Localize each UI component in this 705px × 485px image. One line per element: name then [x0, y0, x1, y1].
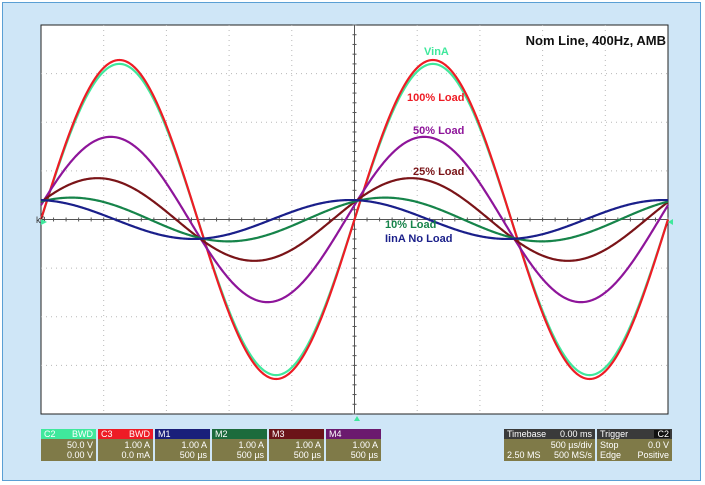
- channel-id: M3: [272, 429, 285, 439]
- channel-offset: 0.0 mA: [121, 450, 150, 460]
- channel-head: [155, 429, 210, 439]
- series-label-25-load: 25% Load: [413, 166, 464, 178]
- trace-100-load: [39, 58, 670, 381]
- channel-offset: 0.00 V: [67, 450, 93, 460]
- channel-readout-m4[interactable]: M4 1.00 A 500 µs: [326, 429, 381, 461]
- channel-head: [269, 429, 324, 439]
- ground-level-marker: [41, 219, 47, 225]
- trigger-level-marker: [668, 219, 673, 225]
- series-label-vina: VinA: [424, 46, 449, 58]
- channel-id: C3: [101, 429, 113, 439]
- timebase-per-div: 500 µs/div: [551, 440, 593, 450]
- channel-readout-m3[interactable]: M3 1.00 A 500 µs: [269, 429, 324, 461]
- timebase-readout[interactable]: Timebase 0.00 ms 500 µs/div 2.50 MS 500 …: [504, 429, 595, 461]
- channel-id: C2: [44, 429, 56, 439]
- trace-10-load: [40, 196, 669, 243]
- channel-body: [98, 439, 153, 461]
- channel-scale: 50.0 V: [67, 440, 93, 450]
- channel-flags: BWD: [72, 429, 93, 439]
- trigger-position-marker: [354, 416, 360, 421]
- channel-scale: 1.00 A: [124, 440, 150, 450]
- channel-body: [269, 439, 324, 461]
- channel-timebase: 500 µs: [351, 450, 379, 460]
- channel-timebase: 500 µs: [237, 450, 265, 460]
- channel-head: [41, 429, 96, 439]
- trigger-readout[interactable]: Trigger C2 Stop 0.0 V Edge Positive: [597, 429, 672, 461]
- chart-title: Nom Line, 400Hz, AMB: [526, 33, 666, 48]
- channel-readout-m2[interactable]: M2 1.00 A 500 µs: [212, 429, 267, 461]
- channel-readout-c2[interactable]: C2 BWD 50.0 V 0.00 V: [41, 429, 96, 461]
- channel-readout-m1[interactable]: M1 1.00 A 500 µs: [155, 429, 210, 461]
- timebase-body: [504, 439, 595, 461]
- trigger-channel-badge: [654, 430, 670, 438]
- timebase-samples: 2.50 MS: [507, 450, 541, 460]
- series-label-50-load: 50% Load: [413, 125, 464, 137]
- channel-timebase: 500 µs: [294, 450, 322, 460]
- channel-scale: 1.00 A: [352, 440, 378, 450]
- trigger-type: Edge: [600, 450, 621, 460]
- channel-body: [155, 439, 210, 461]
- channel-body: [326, 439, 381, 461]
- channel-scale: 1.00 A: [295, 440, 321, 450]
- traces: [39, 58, 670, 381]
- channel-body: [41, 439, 96, 461]
- channel-readout-c3[interactable]: C3 BWD 1.00 A 0.0 mA: [98, 429, 153, 461]
- timebase-rate: 500 MS/s: [554, 450, 593, 460]
- channel-head: [212, 429, 267, 439]
- trigger-label: Trigger: [600, 429, 628, 439]
- channel-id: M4: [329, 429, 342, 439]
- channel-scale: 1.00 A: [181, 440, 207, 450]
- trigger-head: [597, 429, 672, 439]
- series-label-10-load: 10% Load: [385, 219, 436, 231]
- trigger-mode: Stop: [600, 440, 619, 450]
- channel-head: [326, 429, 381, 439]
- oscilloscope-display: k8 Nom Line, 400Hz, AMB VinA 100% Load 5…: [36, 24, 673, 461]
- channel-id: M2: [215, 429, 228, 439]
- channel-flags: BWD: [129, 429, 150, 439]
- trigger-level: 0.0 V: [648, 440, 669, 450]
- timebase-delay: 0.00 ms: [560, 429, 593, 439]
- channel-id: M1: [158, 429, 171, 439]
- trigger-slope: Positive: [637, 450, 669, 460]
- timebase-label: Timebase: [507, 429, 546, 439]
- trigger-channel: C2: [657, 429, 669, 439]
- trigger-body: [597, 439, 672, 461]
- trace-50-load: [40, 135, 669, 304]
- channel-body: [212, 439, 267, 461]
- ground-marker-label: k8: [36, 215, 46, 225]
- channel-head: [98, 429, 153, 439]
- trace-iina-no-load: [40, 198, 669, 241]
- timebase-head: [504, 429, 595, 439]
- series-label-no-load: IinA No Load: [385, 233, 452, 245]
- channel-timebase: 500 µs: [180, 450, 208, 460]
- series-label-100-load: 100% Load: [407, 92, 464, 104]
- channel-scale: 1.00 A: [238, 440, 264, 450]
